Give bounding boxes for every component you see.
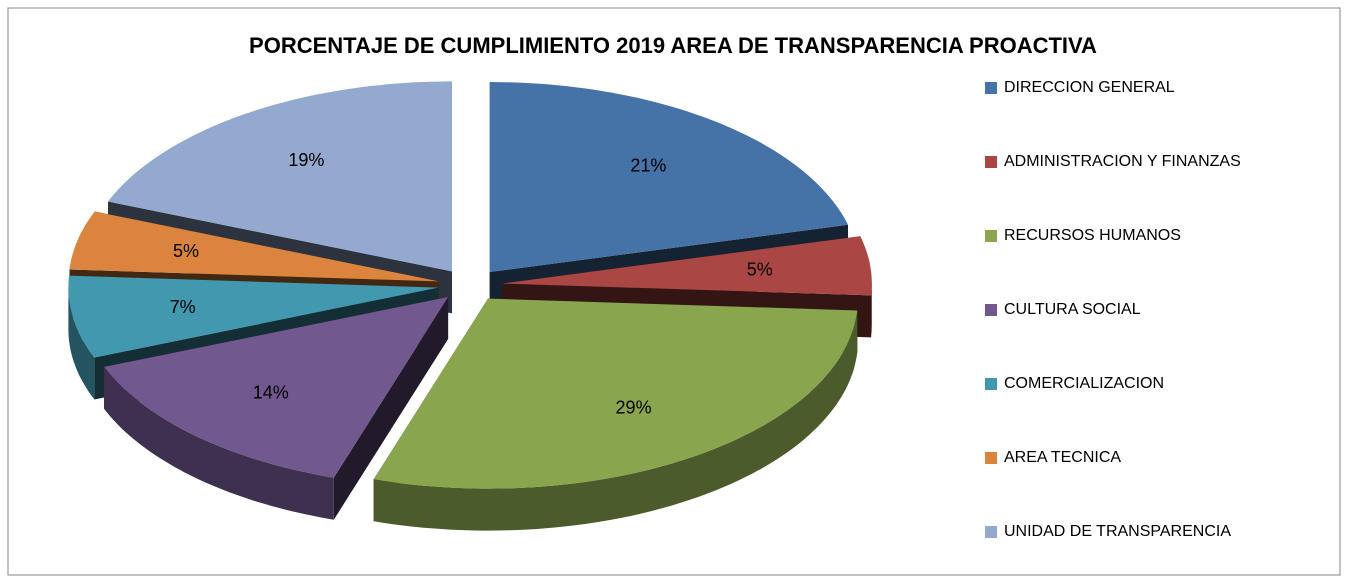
slice <box>373 298 858 489</box>
slice <box>108 81 452 272</box>
legend-label: ADMINISTRACION Y FINANZAS <box>1004 153 1241 170</box>
legend-label: UNIDAD DE TRANSPARENCIA <box>1004 523 1231 540</box>
legend-label: COMERCIALIZACION <box>1004 375 1164 392</box>
data-label: 7% <box>170 297 196 317</box>
data-label: 14% <box>253 383 289 403</box>
slice-side <box>871 283 872 338</box>
data-label: 5% <box>173 241 199 261</box>
slice-side <box>373 310 858 531</box>
slice-group <box>373 298 858 531</box>
slice <box>501 236 872 296</box>
legend-swatch <box>985 156 997 168</box>
legend-swatch <box>985 452 997 464</box>
legend-swatch <box>985 230 997 242</box>
slice-wall <box>333 297 449 520</box>
slice-group <box>104 297 449 520</box>
slice-side <box>68 287 95 400</box>
data-label: 5% <box>747 260 773 280</box>
legend-label: RECURSOS HUMANOS <box>1004 227 1181 244</box>
legend-label: DIRECCION GENERAL <box>1004 79 1175 96</box>
legend-swatch <box>985 82 997 94</box>
slice <box>69 211 439 282</box>
slice <box>489 82 848 272</box>
legend-swatch <box>985 304 997 316</box>
legend-swatch <box>985 526 997 538</box>
slice <box>104 297 449 478</box>
data-label: 21% <box>630 156 666 176</box>
data-label: 19% <box>288 150 324 170</box>
legend-label: CULTURA SOCIAL <box>1004 301 1141 318</box>
slice <box>68 275 439 358</box>
chart-title: PORCENTAJE DE CUMPLIMIENTO 2019 AREA DE … <box>249 33 1097 58</box>
legend-swatch <box>985 378 997 390</box>
slice-side <box>104 366 334 520</box>
legend-label: AREA TECNICA <box>1004 449 1121 466</box>
data-label: 29% <box>616 397 652 417</box>
